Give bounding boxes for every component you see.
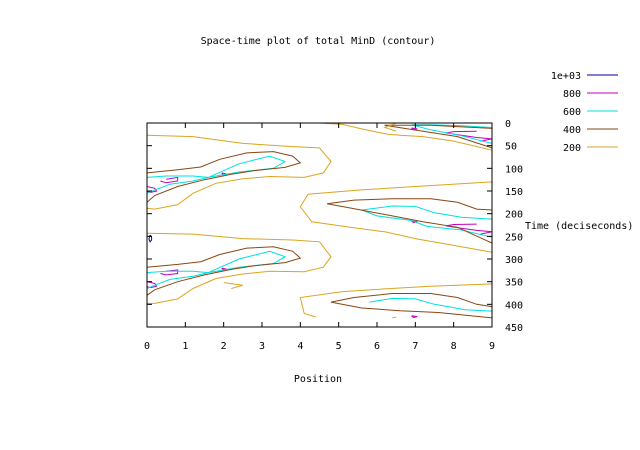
legend-label-1: 800 [563,89,581,100]
x-axis-label: Position [294,374,342,385]
y-tick-label-1: 50 [505,142,517,153]
x-tick-label-4: 4 [297,341,303,352]
contour-2-1 [146,270,209,289]
contour-4-2 [223,282,243,289]
y-tick-label-8: 400 [505,300,523,311]
chart-title: Space-time plot of total MinD (contour) [201,36,436,47]
contour-2-8 [411,124,493,144]
contour-3-4 [330,293,493,308]
contour-2-3 [208,250,287,274]
x-tick-label-0: 0 [144,341,150,352]
y-tick-label-9: 450 [505,323,523,334]
x-tick-label-7: 7 [412,341,418,352]
x-tick-label-1: 1 [182,341,188,352]
contour-3-2 [327,198,493,211]
y-tick-label-7: 350 [505,278,523,289]
y-tick-label-4: 200 [505,210,523,221]
contour-2-6 [369,297,493,312]
contour-3-5 [330,301,493,319]
contour-4-0 [146,134,332,210]
contour-lines [146,122,493,319]
contour-4-1 [146,232,332,304]
contour-3-1 [146,246,302,296]
legend-label-4: 200 [563,143,581,154]
contour-3-6 [384,124,493,129]
y-tick-label-2: 100 [505,164,523,175]
x-tick-label-5: 5 [336,341,342,352]
contour-1-9 [445,223,493,233]
plot-axes: 0 1 2 3 4 5 6 7 8 9 0 50 100 150 200 250 300 350 400 450 [144,119,523,352]
contour-1-3 [160,176,179,184]
contour-4-3 [319,122,493,151]
contour-3-0 [146,151,302,203]
y-tick-label-5: 250 [505,232,523,243]
x-tick-label-6: 6 [374,341,380,352]
contour-2-4 [361,205,493,220]
contour-4-6 [299,283,493,318]
contour-3-7 [384,124,493,149]
contour-2-0 [146,175,209,194]
legend-label-2: 600 [563,107,581,118]
y-tick-label-3: 150 [505,187,523,198]
contour-2-2 [208,155,287,178]
legend-label-0: 1e+03 [551,71,581,82]
contour-1-11 [480,231,493,235]
contour-1-8 [411,315,418,319]
x-tick-label-9: 9 [489,341,495,352]
x-tick-label-8: 8 [451,341,457,352]
x-tick-label-3: 3 [259,341,265,352]
contour-1-2 [160,269,179,276]
contour-1-7 [411,127,418,131]
plot-frame [146,122,493,328]
y-tick-label-0: 0 [505,119,511,130]
contour-4-5 [299,181,493,253]
contour-4-7 [392,316,397,319]
legend-label-3: 400 [563,125,581,136]
contour-3-3 [327,203,493,244]
y-axis-label: Time (deciseconds) [525,221,633,232]
y-tick-label-6: 300 [505,255,523,266]
x-tick-label-2: 2 [221,341,227,352]
legend: 1e+03 800 600 400 200 [551,71,618,154]
contour-4-4 [383,122,397,132]
